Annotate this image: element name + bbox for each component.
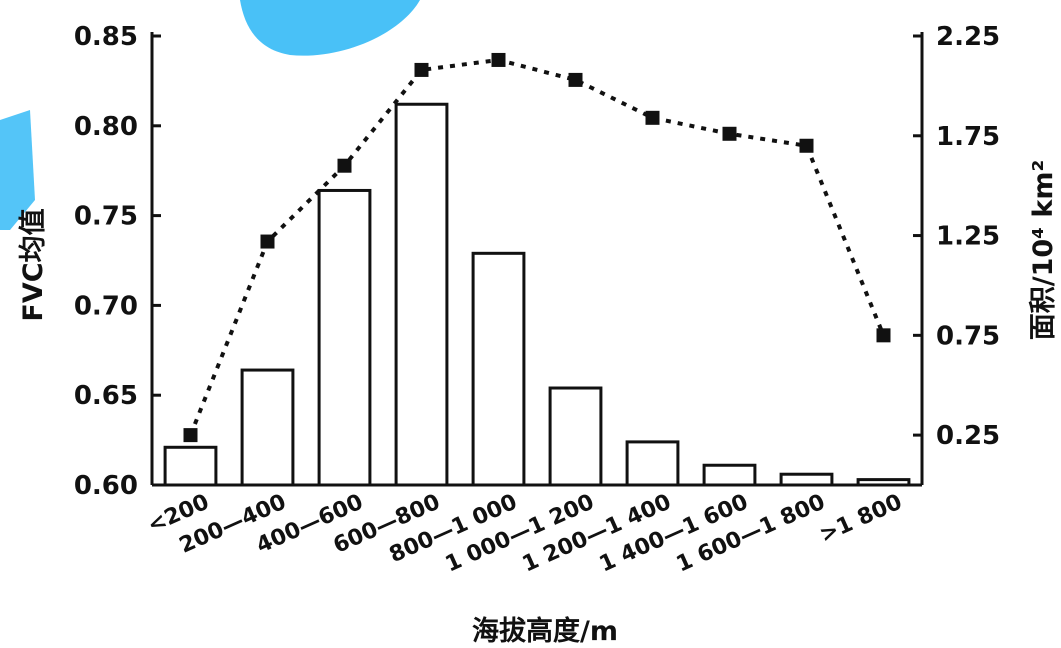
left-tick-label: 0.60 [74,471,138,501]
right-tick-label: 2.25 [936,22,1000,52]
right-tick-label: 0.75 [936,321,1000,351]
right-tick-label: 0.25 [936,421,1000,451]
line-group [183,52,891,443]
bar [779,472,834,487]
bar-group [163,102,911,487]
axes [150,32,924,487]
bar [702,463,757,487]
bar [471,251,526,487]
right-tick-label: 1.75 [936,122,1000,152]
bar [625,440,680,487]
bar [240,368,295,487]
bar [548,386,603,487]
left-tick-label: 0.85 [74,22,138,52]
left-tick-label: 0.75 [74,202,138,232]
bar [317,188,372,487]
line-point [491,52,506,67]
left-tick-label: 0.65 [74,381,138,411]
bar [163,445,218,487]
line-point [722,126,737,141]
line-point [876,328,891,343]
line-point [260,234,275,249]
left-axis-title: FVC均值 [18,208,49,321]
x-axis-title: 海拔高度/m [472,615,618,647]
line-point [414,62,429,77]
right-tick-label: 1.25 [936,222,1000,252]
category-label: >1 800 [816,490,906,548]
right-axis-title: 面积/10⁴ km² [1028,160,1059,341]
left-tick-label: 0.80 [74,112,138,142]
area-line [188,57,886,436]
left-axis-ticks: 0.60 0.65 0.70 0.75 0.80 0.85 [74,22,161,501]
left-tick-label: 0.70 [74,291,138,321]
bar [394,102,449,487]
line-point [337,158,352,173]
line-point [799,138,814,153]
line-point [568,72,583,87]
right-axis-ticks: 0.25 0.75 1.25 1.75 2.25 [913,22,1000,451]
line-point [645,110,660,125]
line-point [183,428,198,443]
